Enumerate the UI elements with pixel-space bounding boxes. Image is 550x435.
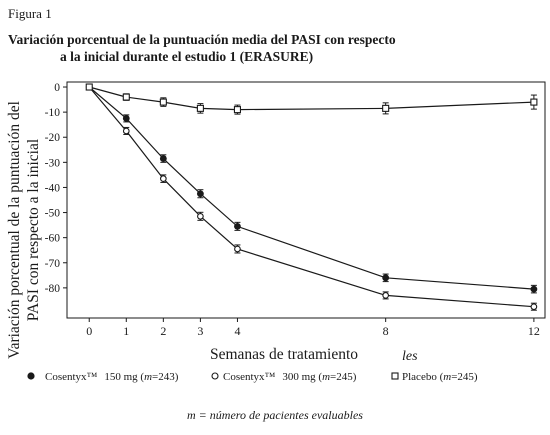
y-tick-label-5: -50 bbox=[45, 208, 61, 220]
y-tick-label-3: -30 bbox=[45, 157, 61, 169]
legend-marker-open-square bbox=[391, 372, 399, 380]
y-axis-label-line2: PASI con respecto a la inicial bbox=[25, 139, 42, 321]
y-axis: 0 -10 -20 -30 -40 -50 -60 -70 -80 bbox=[45, 82, 67, 295]
y-tick-label-6: -60 bbox=[45, 233, 61, 245]
series-2-line bbox=[88, 86, 534, 308]
series-3-point-4 bbox=[233, 106, 241, 114]
series-1-line bbox=[88, 86, 534, 290]
series-2-point-6 bbox=[530, 303, 538, 311]
legend-item-cosentyx-300: Cosentyx™ 300 mg (m=245) bbox=[223, 371, 357, 383]
chart-title-line1: Variación porcentual de la puntuación me… bbox=[8, 32, 396, 47]
series-2-point-1 bbox=[122, 127, 130, 135]
series-3-point-0 bbox=[85, 83, 93, 91]
y-tick-label-1: -10 bbox=[45, 107, 61, 119]
series-3-point-1 bbox=[122, 93, 130, 101]
x-tick-label-2: 2 bbox=[160, 324, 166, 338]
legend: Cosentyx™ 150 mg (m=243) Cosentyx™ 300 mg … bbox=[27, 371, 478, 383]
series-1-point-6 bbox=[530, 285, 538, 293]
x-axis: 0 1 2 3 4 8 12 bbox=[86, 318, 540, 338]
series-3-point-6 bbox=[530, 98, 538, 106]
plot-frame bbox=[66, 81, 546, 319]
series-1-point-3 bbox=[196, 190, 204, 198]
y-tick-label-0: 0 bbox=[54, 82, 60, 94]
legend-item-placebo: Placebo (m=245) bbox=[402, 371, 478, 383]
legend-item-cosentyx-150: Cosentyx™ 150 mg (m=243) bbox=[45, 371, 179, 383]
y-tick-label-4: -40 bbox=[45, 182, 61, 194]
x-tick-label-0: 0 bbox=[86, 324, 92, 338]
y-axis-label-line1: Variación porcentual de la puntuación de… bbox=[6, 101, 23, 359]
series-2-point-3 bbox=[197, 212, 204, 220]
x-tick-label-6: 12 bbox=[528, 324, 540, 338]
series-2-point-2 bbox=[159, 175, 167, 183]
figure-label: Figura 1 bbox=[8, 6, 52, 21]
x-axis-label: Semanas de tratamiento bbox=[210, 346, 358, 363]
y-tick-label-8: -80 bbox=[45, 283, 61, 295]
x-tick-label-4: 4 bbox=[234, 324, 240, 338]
series-3-line bbox=[89, 86, 534, 111]
series-lines bbox=[88, 86, 534, 308]
series-1-point-4 bbox=[234, 222, 241, 230]
series-3-point-2 bbox=[159, 98, 167, 106]
legend-marker-filled-circle bbox=[27, 372, 35, 380]
y-tick-label-2: -20 bbox=[45, 132, 61, 144]
series-markers bbox=[85, 83, 538, 311]
legend-marker-open-circle bbox=[211, 372, 219, 380]
chart-title-line2: a la inicial durante el estudio 1 (ERASU… bbox=[60, 49, 314, 64]
chart-title: Variación porcentual de la puntuación me… bbox=[8, 31, 396, 65]
x-tick-label-3: 3 bbox=[197, 324, 203, 338]
x-tick-label-1: 1 bbox=[123, 324, 129, 338]
series-2-point-5 bbox=[382, 292, 390, 299]
series-3-point-5 bbox=[382, 104, 390, 112]
series-1-point-1 bbox=[122, 115, 130, 122]
x-tick-label-5: 8 bbox=[383, 324, 389, 338]
stray-mark: les bbox=[402, 349, 418, 364]
footnote: m = número de pacientes evaluables bbox=[187, 408, 363, 422]
series-1-point-5 bbox=[382, 274, 390, 282]
series-1-point-2 bbox=[159, 155, 167, 162]
y-tick-label-7: -70 bbox=[45, 258, 61, 270]
series-2-point-4 bbox=[234, 245, 241, 253]
series-3-point-3 bbox=[196, 104, 204, 112]
